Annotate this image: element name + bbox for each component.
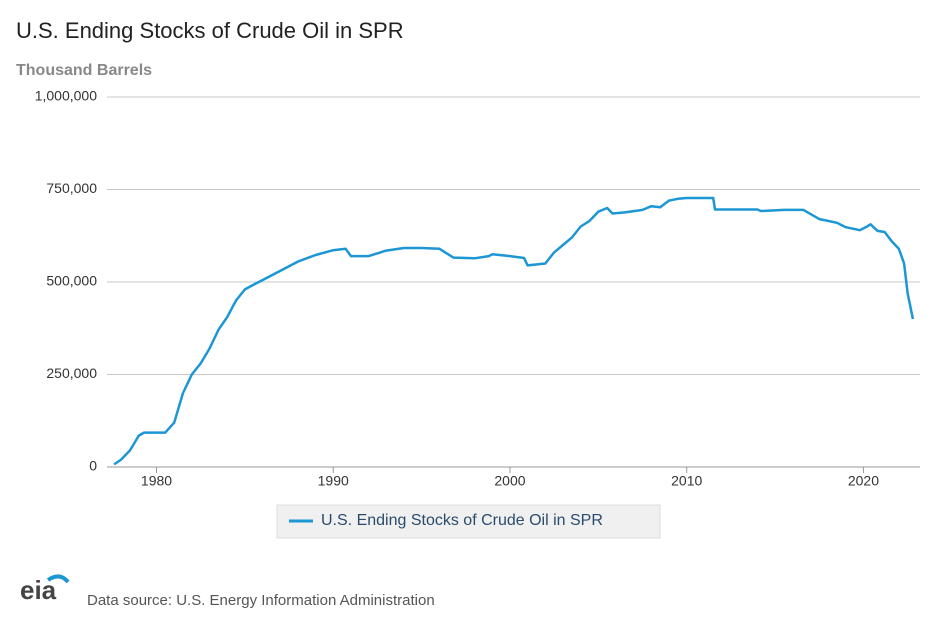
y-axis-label: Thousand Barrels <box>16 62 152 79</box>
logo-swoosh <box>46 574 70 584</box>
x-tick-label: 1990 <box>318 473 349 489</box>
y-tick-label: 0 <box>89 458 97 474</box>
data-line <box>113 196 915 466</box>
source: Data source: U.S. Energy Information Adm… <box>87 592 435 609</box>
x-tick-label: 2020 <box>848 473 879 489</box>
legend-box <box>276 504 661 539</box>
x-tick-label: 2000 <box>494 473 525 489</box>
x-tick-label: 1980 <box>141 473 172 489</box>
x-tick-label: 2010 <box>671 473 702 489</box>
y-tick-label: 1,000,000 <box>35 88 97 104</box>
y-tick-label: 750,000 <box>46 180 97 196</box>
legend-label: U.S. Ending Stocks of Crude Oil in SPR <box>321 512 603 529</box>
chart-title: U.S. Ending Stocks of Crude Oil in SPR <box>16 18 404 43</box>
y-tick-label: 250,000 <box>46 365 97 381</box>
y-tick-label: 500,000 <box>46 273 97 289</box>
